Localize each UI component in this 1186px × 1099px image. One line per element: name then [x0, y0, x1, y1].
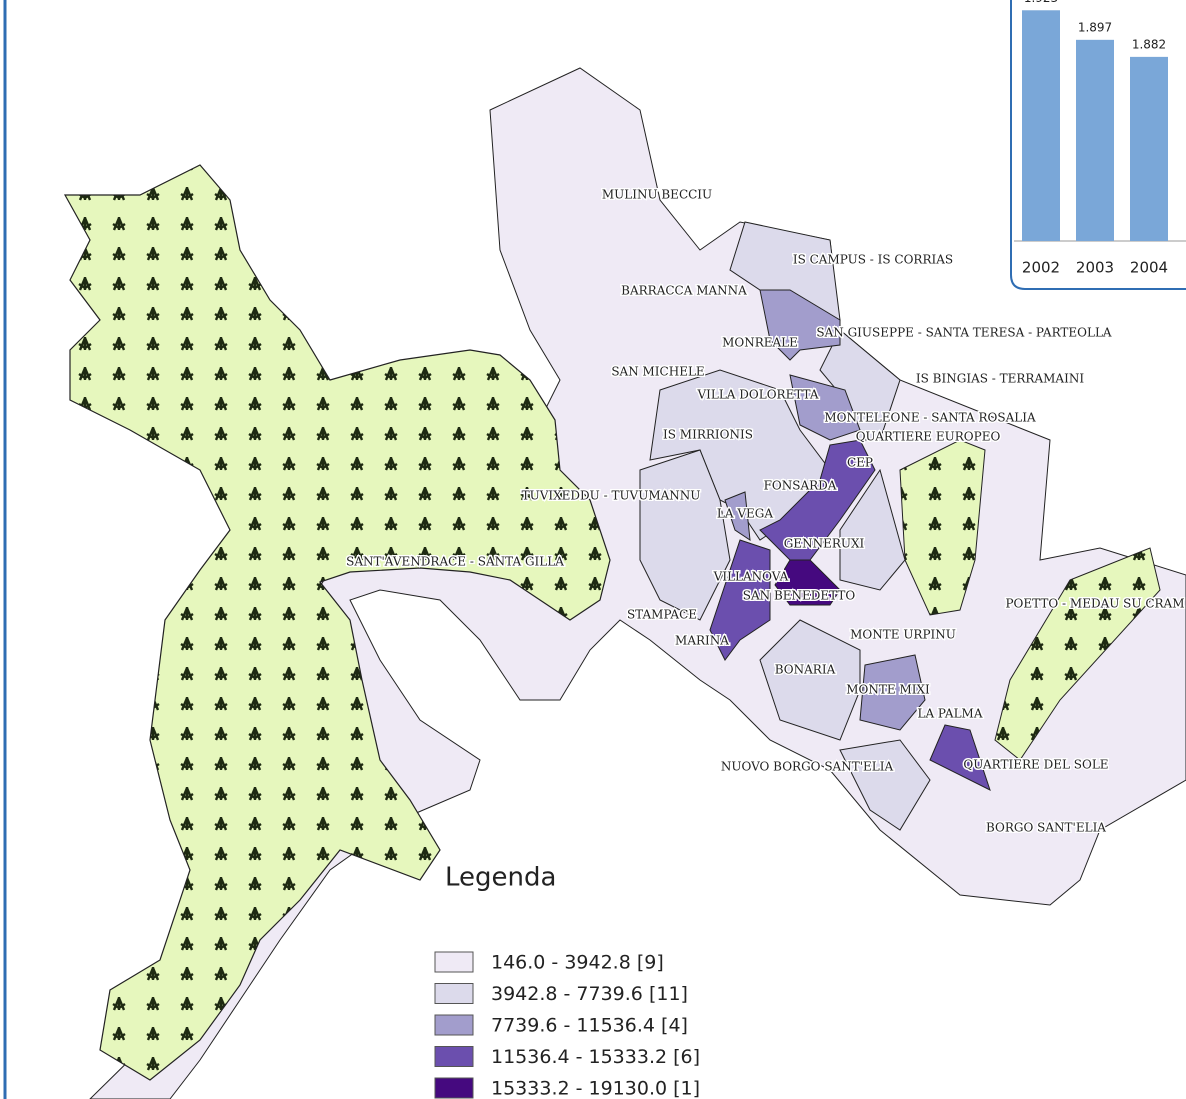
- value-label: 1.897: [1078, 20, 1112, 34]
- green-strip: [899, 439, 986, 616]
- district-label: BARRACCA MANNA: [621, 284, 747, 298]
- district-labels: MULINU BECCIU BARRACCA MANNA IS CAMPUS - I…: [345, 186, 1186, 836]
- legend-swatch: [434, 1046, 474, 1067]
- legend-label: 146.0 - 3942.8 [9]: [491, 952, 664, 974]
- district-label: BORGO SANT'ELIA: [986, 821, 1106, 835]
- district: [839, 739, 931, 831]
- district-label: IS MIRRIONIS: [663, 428, 753, 442]
- district-label: MONTE URPINU: [850, 628, 956, 642]
- legend-label: 7739.6 - 11536.4 [4]: [491, 1015, 688, 1037]
- x-tick-label: 2003: [1076, 259, 1114, 277]
- district-label: CEP: [847, 456, 873, 470]
- district-label: SAN GIUSEPPE - SANTA TERESA - PARTEOLLA: [816, 326, 1112, 340]
- district-label: SAN BENEDETTO: [743, 589, 856, 603]
- legend-swatch: [434, 1014, 474, 1036]
- district-label: QUARTIERE EUROPEO: [856, 430, 1001, 444]
- district-label: MARINA: [675, 634, 729, 648]
- x-tick-label: 2002: [1022, 259, 1060, 277]
- district-label: IS BINGIAS - TERRAMAINI: [916, 372, 1084, 386]
- district: [759, 289, 841, 361]
- value-label: 1.923: [1024, 0, 1058, 5]
- district: [789, 374, 861, 441]
- legend-title: Legenda: [445, 863, 556, 893]
- bar: [1130, 56, 1168, 241]
- district-label: NUOVO BORGO SANT'ELIA: [721, 760, 894, 774]
- district: [759, 619, 861, 741]
- bar: [1076, 39, 1114, 242]
- legend-swatch: [434, 951, 474, 973]
- inset-plot: 1.923 2002 1.897 2003 1.882 2004: [1014, 0, 1186, 277]
- legend-label: 3942.8 - 7739.6 [11]: [491, 983, 688, 1005]
- district: [929, 724, 991, 791]
- district: [709, 539, 771, 661]
- district-label: MONTE MIXI: [846, 683, 930, 697]
- district: [774, 559, 841, 606]
- legend-label: 11536.4 - 15333.2 [6]: [491, 1046, 700, 1068]
- district-label: SANT'AVENDRACE - SANTA GILLA: [346, 555, 564, 569]
- district: [839, 468, 906, 591]
- district: [724, 491, 751, 542]
- district-label: GENNERUXI: [784, 537, 865, 551]
- district-label: TUVIXEDDU - TUVUMANNU: [522, 489, 701, 503]
- bar: [1022, 10, 1060, 242]
- legend-label: 15333.2 - 19130.0 [1]: [491, 1078, 700, 1099]
- green-area: [63, 164, 611, 1081]
- district-label: MULINU BECCIU: [602, 188, 712, 202]
- district-label: IS CAMPUS - IS CORRIAS: [793, 253, 953, 267]
- district-label: LA PALMA: [917, 707, 982, 721]
- district: [859, 654, 926, 731]
- legend-swatch: [434, 983, 474, 1004]
- legend-swatch: [434, 1077, 474, 1099]
- district-label: MONREALE: [722, 336, 798, 350]
- inset-border: [1010, 0, 1186, 290]
- district-label: SAN MICHELE: [611, 365, 704, 379]
- green-beach: [994, 547, 1161, 761]
- district-label: VILLA DOLORETTA: [696, 388, 818, 402]
- district-label: POETTO - MEDAU SU CRAM: [1005, 597, 1184, 611]
- district-label: QUARTIERE DEL SOLE: [963, 758, 1108, 772]
- district-label: LA VEGA: [717, 507, 773, 521]
- district-label: VILLANOVA: [713, 570, 789, 584]
- value-label: 1.882: [1132, 37, 1166, 51]
- x-tick-label: 2004: [1130, 259, 1168, 277]
- inset-chart: 1.923 2002 1.897 2003 1.882 2004: [1010, 0, 1186, 290]
- legend: 146.0 - 3942.8 [9] 3942.8 - 7739.6 [11] 77…: [434, 951, 700, 1099]
- district-label: STAMPACE: [627, 608, 697, 622]
- district: [639, 449, 731, 621]
- district-label: FONSARDA: [764, 479, 837, 493]
- district-label: BONARIA: [775, 663, 836, 677]
- district-label: MONTELEONE - SANTA ROSALIA: [824, 411, 1036, 425]
